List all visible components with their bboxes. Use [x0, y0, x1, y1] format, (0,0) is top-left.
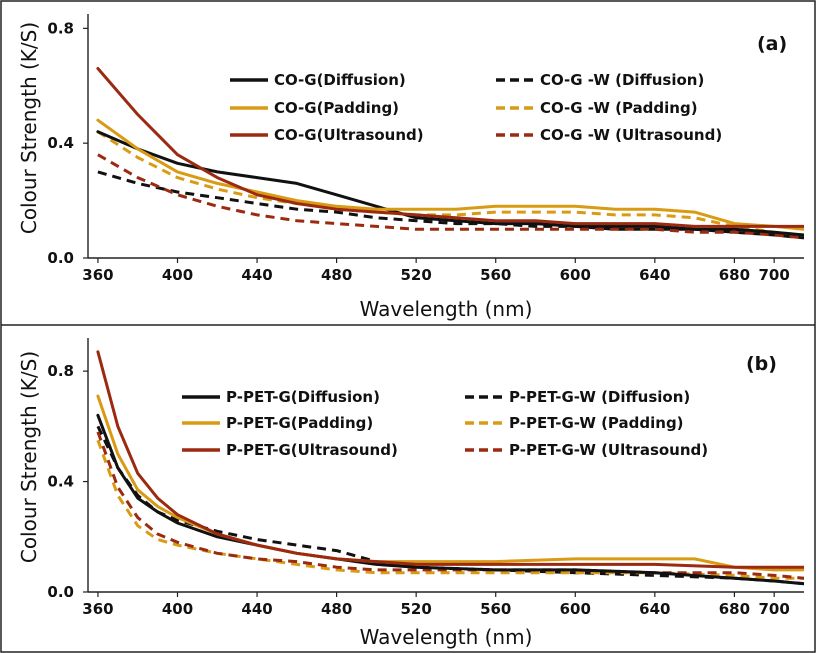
x-tick-label: 520 — [401, 266, 432, 284]
legend-label: CO-G -W (Padding) — [540, 99, 698, 117]
x-tick-label: 600 — [560, 600, 591, 618]
series-line — [96, 118, 804, 231]
y-tick-label: 0.4 — [47, 473, 74, 491]
y-axis-title: Colour Strength (K/S) — [17, 22, 41, 234]
x-tick-label: 560 — [480, 600, 511, 618]
y-tick-label: 0.0 — [47, 583, 74, 601]
legend-label: CO-G(Padding) — [274, 99, 399, 117]
y-tick-label: 0.8 — [47, 362, 74, 380]
y-axis-title: Colour Strength (K/S) — [17, 351, 41, 563]
legend-label: CO-G -W (Ultrasound) — [540, 126, 722, 144]
chart-panel-b: 360 400 440 480 520 560 600 640 680 700 0.0 0.4 0.8 W… — [17, 338, 804, 649]
y-tick-label: 0.8 — [47, 19, 74, 37]
x-tick-label: 440 — [241, 266, 272, 284]
x-tick-label: 520 — [401, 600, 432, 618]
legend-label: CO-G(Diffusion) — [274, 71, 406, 89]
x-tick-label: 700 — [759, 600, 790, 618]
y-tick-label: 0.4 — [47, 134, 74, 152]
x-tick-label: 360 — [82, 266, 113, 284]
x-tick-label: 360 — [82, 600, 113, 618]
x-tick-label: 400 — [162, 600, 193, 618]
legend-label: P-PET-G-W (Padding) — [509, 414, 684, 432]
legend-label: P-PET-G-W (Diffusion) — [509, 388, 690, 406]
series-line — [96, 67, 804, 228]
legend-label: P-PET-G-W (Ultrasound) — [509, 441, 708, 459]
legend-label: CO-G -W (Diffusion) — [540, 71, 704, 89]
chart-panel-a: 360 400 440 480 520 560 600 640 680 700 0.0 0.4 0.8 W… — [17, 14, 804, 321]
x-tick-label: 480 — [321, 266, 352, 284]
x-tick-label: 600 — [560, 266, 591, 284]
x-axis-title: Wavelength (nm) — [360, 297, 533, 321]
x-tick-label: 700 — [759, 266, 790, 284]
legend-label: P-PET-G(Padding) — [226, 414, 373, 432]
series-line — [96, 350, 804, 569]
x-tick-label: 640 — [639, 266, 670, 284]
x-axis-title: Wavelength (nm) — [360, 625, 533, 649]
x-tick-label: 560 — [480, 266, 511, 284]
series-line — [96, 130, 804, 237]
legend-label: P-PET-G(Diffusion) — [226, 388, 380, 406]
x-tick-label: 640 — [639, 600, 670, 618]
x-tick-label: 680 — [719, 600, 750, 618]
series-line — [96, 431, 804, 580]
panel-label: (b) — [746, 353, 777, 375]
panel-label: (a) — [757, 33, 787, 55]
legend-label: P-PET-G(Ultrasound) — [226, 441, 398, 459]
x-tick-label: 480 — [321, 600, 352, 618]
x-tick-label: 440 — [241, 600, 272, 618]
x-tick-label: 400 — [162, 266, 193, 284]
y-tick-label: 0.0 — [47, 249, 74, 267]
x-tick-label: 680 — [719, 266, 750, 284]
legend-label: CO-G(Ultrasound) — [274, 126, 424, 144]
